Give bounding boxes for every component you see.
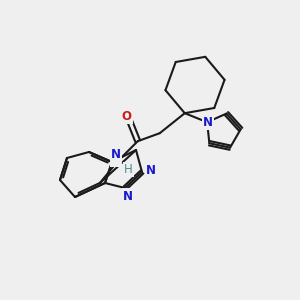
Text: N: N bbox=[111, 148, 121, 161]
Text: N: N bbox=[146, 164, 156, 176]
Text: O: O bbox=[122, 110, 132, 123]
Text: N: N bbox=[203, 116, 213, 129]
Text: N: N bbox=[111, 153, 121, 166]
Text: H: H bbox=[124, 163, 133, 176]
Text: N: N bbox=[123, 190, 133, 202]
